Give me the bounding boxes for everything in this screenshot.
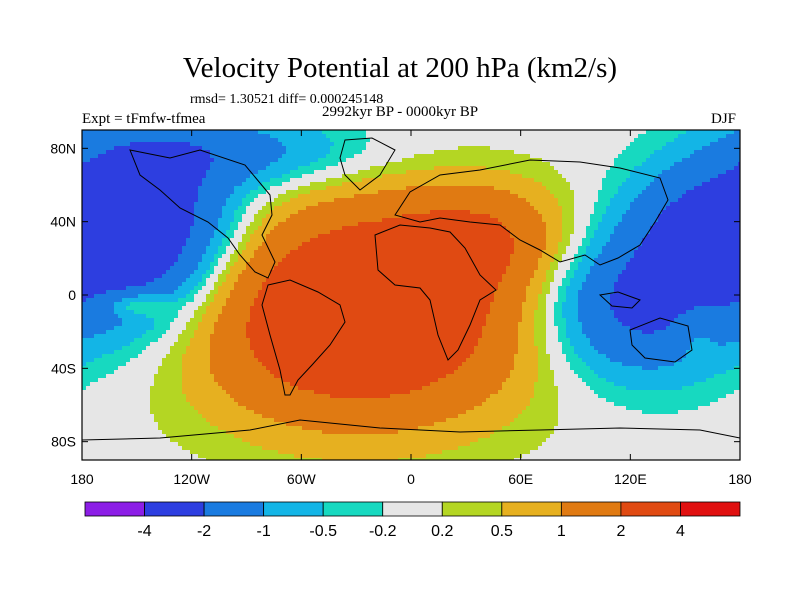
colorbar-swatch [680,501,741,517]
x-tick-label: 180 [70,471,94,487]
colorbar-level-label: 1 [557,523,566,540]
colorbar-level-label: 0.5 [491,523,513,540]
chart-title: Velocity Potential at 200 hPa (km2/s) [182,52,618,84]
period-label: 2992kyr BP - 0000kyr BP [322,104,479,120]
colorbar-swatch [501,501,562,517]
y-tick-label: 80S [51,434,76,450]
colorbar-swatch [322,501,384,517]
maritime-continent-outline [598,291,641,309]
colorbar-level-label: -2 [197,523,211,540]
colorbar-swatch [620,501,681,517]
stats-label: rmsd= 1.30521 diff= 0.000245148 [190,92,384,107]
x-tick-label: 120E [614,471,647,487]
eurasia-outline [394,159,669,266]
colorbar-level-label: 4 [676,523,685,540]
colorbar: -4 -2 -1 -0.5 -0.2 0.2 0.5 1 2 4 [84,501,741,540]
x-axis: 180 120W 60W 0 60E 120E 180 [70,130,752,487]
colorbar-level-label: 2 [616,523,625,540]
colorbar-swatch [382,501,443,517]
coastlines [82,137,740,441]
africa-outline [374,224,497,361]
season-label: DJF [711,111,737,127]
north-america-outline [129,149,276,279]
y-tick-label: 40S [51,360,76,376]
colorbar-level-label: -1 [257,523,271,540]
colorbar-level-label: -0.5 [309,523,337,540]
antarctica-outline [82,419,740,441]
south-america-outline [261,279,346,396]
colorbar-level-label: -4 [137,523,151,540]
y-tick-label: 80N [50,140,76,156]
y-tick-label: 0 [68,287,76,303]
colorbar-level-label: 0.2 [431,523,453,540]
australia-outline [629,317,693,363]
greenland-outline [339,137,396,191]
colorbar-swatch [84,501,145,517]
colorbar-swatch [560,501,622,517]
y-axis: 80N 40N 0 40S 80S [50,140,740,450]
x-tick-label: 60W [287,471,317,487]
colorbar-swatch [203,501,265,517]
colorbar-swatch [441,501,503,517]
colorbar-swatch [263,501,324,517]
x-tick-label: 180 [728,471,752,487]
y-tick-label: 40N [50,214,76,230]
colorbar-swatch [144,501,205,517]
x-tick-label: 0 [407,471,415,487]
experiment-label: Expt = tFmfw-tfmea [82,111,206,127]
contour-field [82,130,740,460]
x-tick-label: 60E [508,471,533,487]
x-tick-label: 120W [173,471,210,487]
colorbar-level-label: -0.2 [369,523,397,540]
